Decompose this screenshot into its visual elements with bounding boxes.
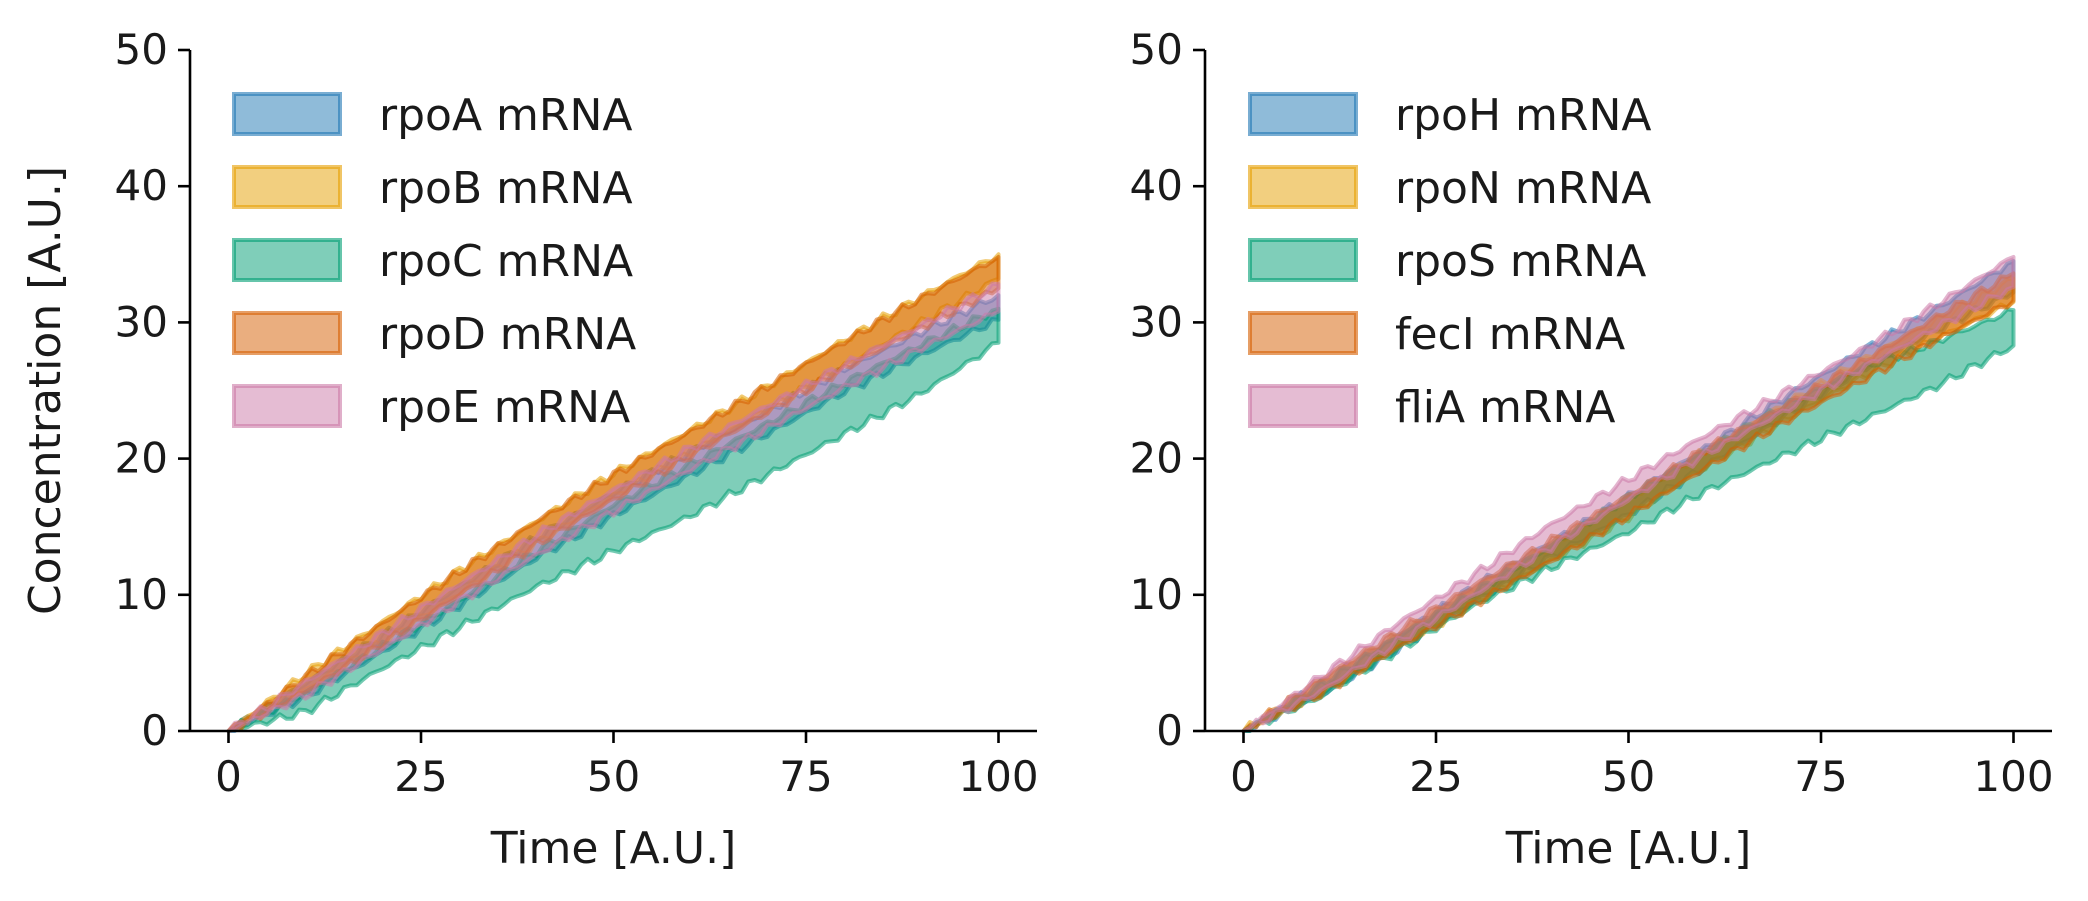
- legend-swatch-3: [1248, 238, 1358, 282]
- series-band-5: [1241, 255, 2016, 733]
- chart-panel-1: 0 10 20 30 40 50 0 25 50 75 100 Time [A.U.] Concentr…: [20, 25, 1039, 874]
- series-band-5: [226, 281, 1001, 733]
- x-tick-label: 100: [958, 752, 1038, 801]
- x-tick-label: 0: [1230, 752, 1257, 801]
- y-tick-label: 30: [1130, 297, 1183, 346]
- legend-label-5: rpoE mRNA: [379, 382, 630, 433]
- y-tick-label: 10: [115, 570, 168, 619]
- y-tick-label: 0: [141, 706, 168, 755]
- x-tick-label: 25: [1409, 752, 1462, 801]
- legend: rpoH mRNA rpoN mRNA rpoS mRNA fecI mRNA fliA…: [1248, 90, 1651, 433]
- x-axis-label: Time [A.U.]: [490, 823, 737, 874]
- y-tick-label: 50: [115, 25, 168, 74]
- y-axis-label: Concentration [A.U.]: [20, 166, 71, 615]
- x-tick-label: 100: [1973, 752, 2053, 801]
- legend-swatch-2: [1248, 165, 1358, 209]
- x-tick-label: 50: [587, 752, 640, 801]
- y-tick-label: 20: [115, 434, 168, 483]
- legend-swatch-5: [232, 384, 342, 428]
- x-tick-label: 50: [1602, 752, 1655, 801]
- legend-swatch-5: [1248, 384, 1358, 428]
- chart-panel-2: 0 10 20 30 40 50 0 25 50 75 100 Time [A.U.] rpoH mRN…: [1130, 25, 2054, 874]
- legend-label-2: rpoB mRNA: [379, 163, 633, 214]
- legend-label-4: fecI mRNA: [1395, 309, 1625, 360]
- x-tick-label: 25: [394, 752, 447, 801]
- y-tick-label: 40: [1130, 161, 1183, 210]
- legend-label-5: fliA mRNA: [1395, 382, 1615, 433]
- y-tick-label: 20: [1130, 434, 1183, 483]
- legend-label-4: rpoD mRNA: [379, 309, 636, 360]
- legend-swatch-1: [1248, 92, 1358, 136]
- legend-swatch-2: [232, 165, 342, 209]
- legend-label-3: rpoC mRNA: [379, 236, 633, 287]
- legend: rpoA mRNA rpoB mRNA rpoC mRNA rpoD mRNA rpoE…: [232, 90, 636, 433]
- x-tick-label: 75: [1794, 752, 1847, 801]
- y-tick-label: 30: [115, 297, 168, 346]
- x-tick-label: 0: [215, 752, 242, 801]
- legend-swatch-3: [232, 238, 342, 282]
- legend-label-3: rpoS mRNA: [1395, 236, 1646, 287]
- x-tick-label: 75: [779, 752, 832, 801]
- y-tick-label: 40: [115, 161, 168, 210]
- x-axis-label: Time [A.U.]: [1505, 823, 1752, 874]
- legend-label-2: rpoN mRNA: [1395, 163, 1651, 214]
- y-tick-label: 0: [1156, 706, 1183, 755]
- y-tick-label: 10: [1130, 570, 1183, 619]
- y-tick-label: 50: [1130, 25, 1183, 74]
- legend-label-1: rpoA mRNA: [379, 90, 632, 141]
- legend-swatch-4: [232, 311, 342, 355]
- legend-swatch-4: [1248, 311, 1358, 355]
- legend-swatch-1: [232, 92, 342, 136]
- legend-label-1: rpoH mRNA: [1395, 90, 1651, 141]
